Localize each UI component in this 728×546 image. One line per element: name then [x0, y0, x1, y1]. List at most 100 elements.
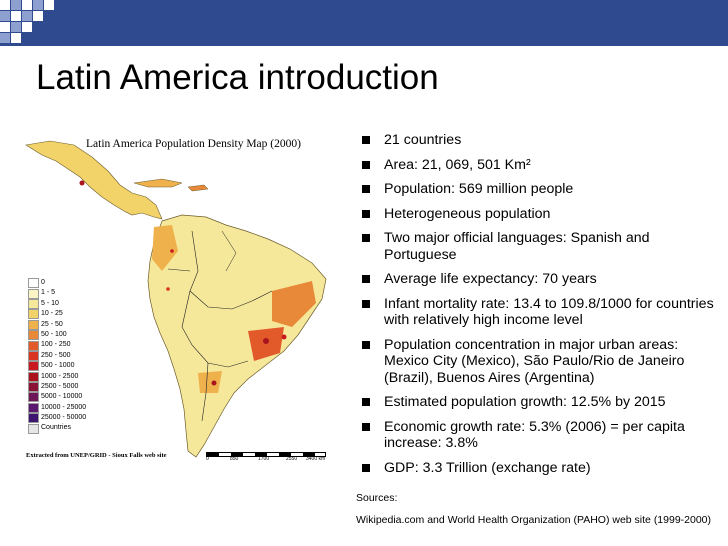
- bullet-text: Estimated population growth: 12.5% by 20…: [384, 394, 666, 410]
- legend-entry: 5000 - 10000: [28, 392, 86, 403]
- legend-entry: 500 - 1000: [28, 361, 86, 372]
- legend-swatch: [28, 350, 39, 361]
- checker-square: [33, 11, 43, 21]
- checker-square: [0, 0, 10, 10]
- bullet-item: Economic growth rate: 5.3% (2006) = per …: [362, 419, 722, 452]
- legend-swatch: [28, 402, 39, 413]
- legend-label: 25 - 50: [41, 320, 63, 328]
- bullet-text: Population concentration in major urban …: [384, 336, 685, 386]
- checker-square: [11, 33, 21, 43]
- legend-label: Countries: [41, 424, 71, 432]
- bullet-list: 21 countries Area: 21, 069, 501 Km² Popula…: [362, 132, 722, 484]
- legend-label: 0: [41, 279, 45, 286]
- legend-entry: 25000 - 50000: [28, 413, 87, 424]
- legend-label: 250 - 500: [41, 351, 71, 359]
- legend-label: 1 - 5: [41, 289, 56, 297]
- bullet-text: Area: 21, 069, 501 Km²: [384, 156, 531, 173]
- bullet-item: Population concentration in major urban …: [362, 337, 722, 387]
- bullet-item: 21 countries: [362, 132, 722, 149]
- bullet-text: Two major official languages: Spanish an…: [384, 230, 650, 263]
- legend-label: 5000 - 10000: [41, 393, 83, 401]
- bullet-text: GDP: 3.3 Trillion (exchange rate): [384, 459, 591, 476]
- header-banner: [0, 0, 728, 46]
- bullet-marker-icon: [362, 463, 370, 472]
- map-legend: 0 1 - 5 5 - 10 10 - 25 25 - 50 50 - 100 100 - …: [28, 278, 86, 434]
- legend-entry: 1000 - 2500: [28, 371, 86, 382]
- population-density-map: [22, 131, 340, 461]
- legend-swatch: [28, 392, 39, 403]
- checker-square: [33, 0, 43, 10]
- bullet-item: Infant mortality rate: 13.4 to 109.8/100…: [362, 296, 722, 329]
- bullet-text: Population: 569 million people: [384, 181, 574, 197]
- checker-square: [11, 22, 21, 32]
- bullet-item: Area: 21, 069, 501 Km²: [362, 157, 722, 174]
- legend-entry: 1 - 5: [28, 288, 86, 299]
- bullet-item: Heterogeneous population: [362, 206, 722, 223]
- bullet-marker-icon: [362, 275, 370, 283]
- bullet-marker-icon: [362, 422, 370, 431]
- legend-entry: 25 - 50: [28, 319, 86, 330]
- legend-entry: 5 - 10: [28, 298, 86, 309]
- checker-square: [0, 22, 10, 32]
- bullet-item: Average life expectancy: 70 years: [362, 271, 722, 288]
- sources-text: Wikipedia.com and World Health Organizat…: [356, 514, 712, 526]
- checker-square: [0, 11, 10, 21]
- scale-label: 850: [230, 456, 239, 462]
- bullet-text: Infant mortality rate: 13.4 to 109.8/100…: [384, 295, 714, 329]
- legend-entry: 2500 - 5000: [28, 382, 86, 393]
- map-credit: Extracted from UNEP/GRID - Sioux Falls w…: [26, 452, 167, 459]
- legend-swatch: [28, 309, 39, 320]
- checker-square: [22, 22, 32, 32]
- bullet-marker-icon: [362, 185, 370, 193]
- sources-label: Sources:: [356, 492, 398, 504]
- legend-label: 100 - 250: [41, 341, 71, 349]
- map-scale-bar: 0 850 1700 2550 3400 km: [206, 452, 326, 462]
- legend-entry: 10000 - 25000: [28, 402, 87, 413]
- legend-label: 25000 - 50000: [41, 414, 87, 422]
- bullet-text: Heterogeneous population: [384, 205, 551, 222]
- legend-swatch: [28, 278, 39, 289]
- legend-swatch: [28, 361, 39, 372]
- legend-swatch: [28, 319, 39, 330]
- scale-label: 1700: [258, 456, 270, 462]
- checker-square: [22, 0, 32, 10]
- bullet-marker-icon: [362, 136, 370, 144]
- bullet-item: GDP: 3.3 Trillion (exchange rate): [362, 460, 722, 477]
- legend-entry: 0: [28, 278, 86, 289]
- checker-square: [0, 33, 10, 43]
- scale-label: 0: [206, 456, 209, 462]
- bullet-marker-icon: [362, 160, 370, 169]
- legend-swatch: [28, 330, 39, 341]
- slide-title: Latin America introduction: [36, 58, 439, 97]
- legend-swatch: [28, 340, 39, 351]
- map-title: Latin America Population Density Map (20…: [86, 138, 301, 150]
- legend-swatch: [28, 423, 39, 434]
- legend-label: 500 - 1000: [41, 362, 75, 370]
- legend-swatch: [28, 298, 39, 309]
- legend-swatch: [28, 371, 39, 382]
- checker-square: [11, 0, 21, 10]
- scale-label: 3400 km: [306, 456, 326, 462]
- checker-square: [11, 11, 21, 21]
- bullet-text: 21 countries: [384, 132, 462, 148]
- bullet-marker-icon: [362, 209, 370, 218]
- legend-swatch: [28, 413, 39, 424]
- legend-swatch: [28, 382, 39, 393]
- bullet-marker-icon: [362, 299, 370, 308]
- legend-label: 1000 - 2500: [41, 372, 79, 380]
- checker-square: [22, 11, 32, 21]
- legend-entry: 100 - 250: [28, 340, 86, 351]
- bullet-text: Economic growth rate: 5.3% (2006) = per …: [384, 418, 685, 452]
- legend-label: 50 - 100: [41, 330, 67, 338]
- legend-label: 5 - 10: [41, 299, 59, 307]
- bullet-item: Estimated population growth: 12.5% by 20…: [362, 394, 722, 411]
- checker-square: [44, 0, 54, 10]
- legend-entry: 10 - 25: [28, 309, 86, 320]
- legend-entry: 250 - 500: [28, 350, 86, 361]
- legend-entry: 50 - 100: [28, 330, 86, 341]
- scale-label: 2550: [286, 456, 298, 462]
- bullet-text: Average life expectancy: 70 years: [384, 271, 597, 287]
- legend-label: 10000 - 25000: [41, 403, 87, 411]
- legend-label: 2500 - 5000: [41, 382, 79, 390]
- bullet-marker-icon: [362, 340, 370, 349]
